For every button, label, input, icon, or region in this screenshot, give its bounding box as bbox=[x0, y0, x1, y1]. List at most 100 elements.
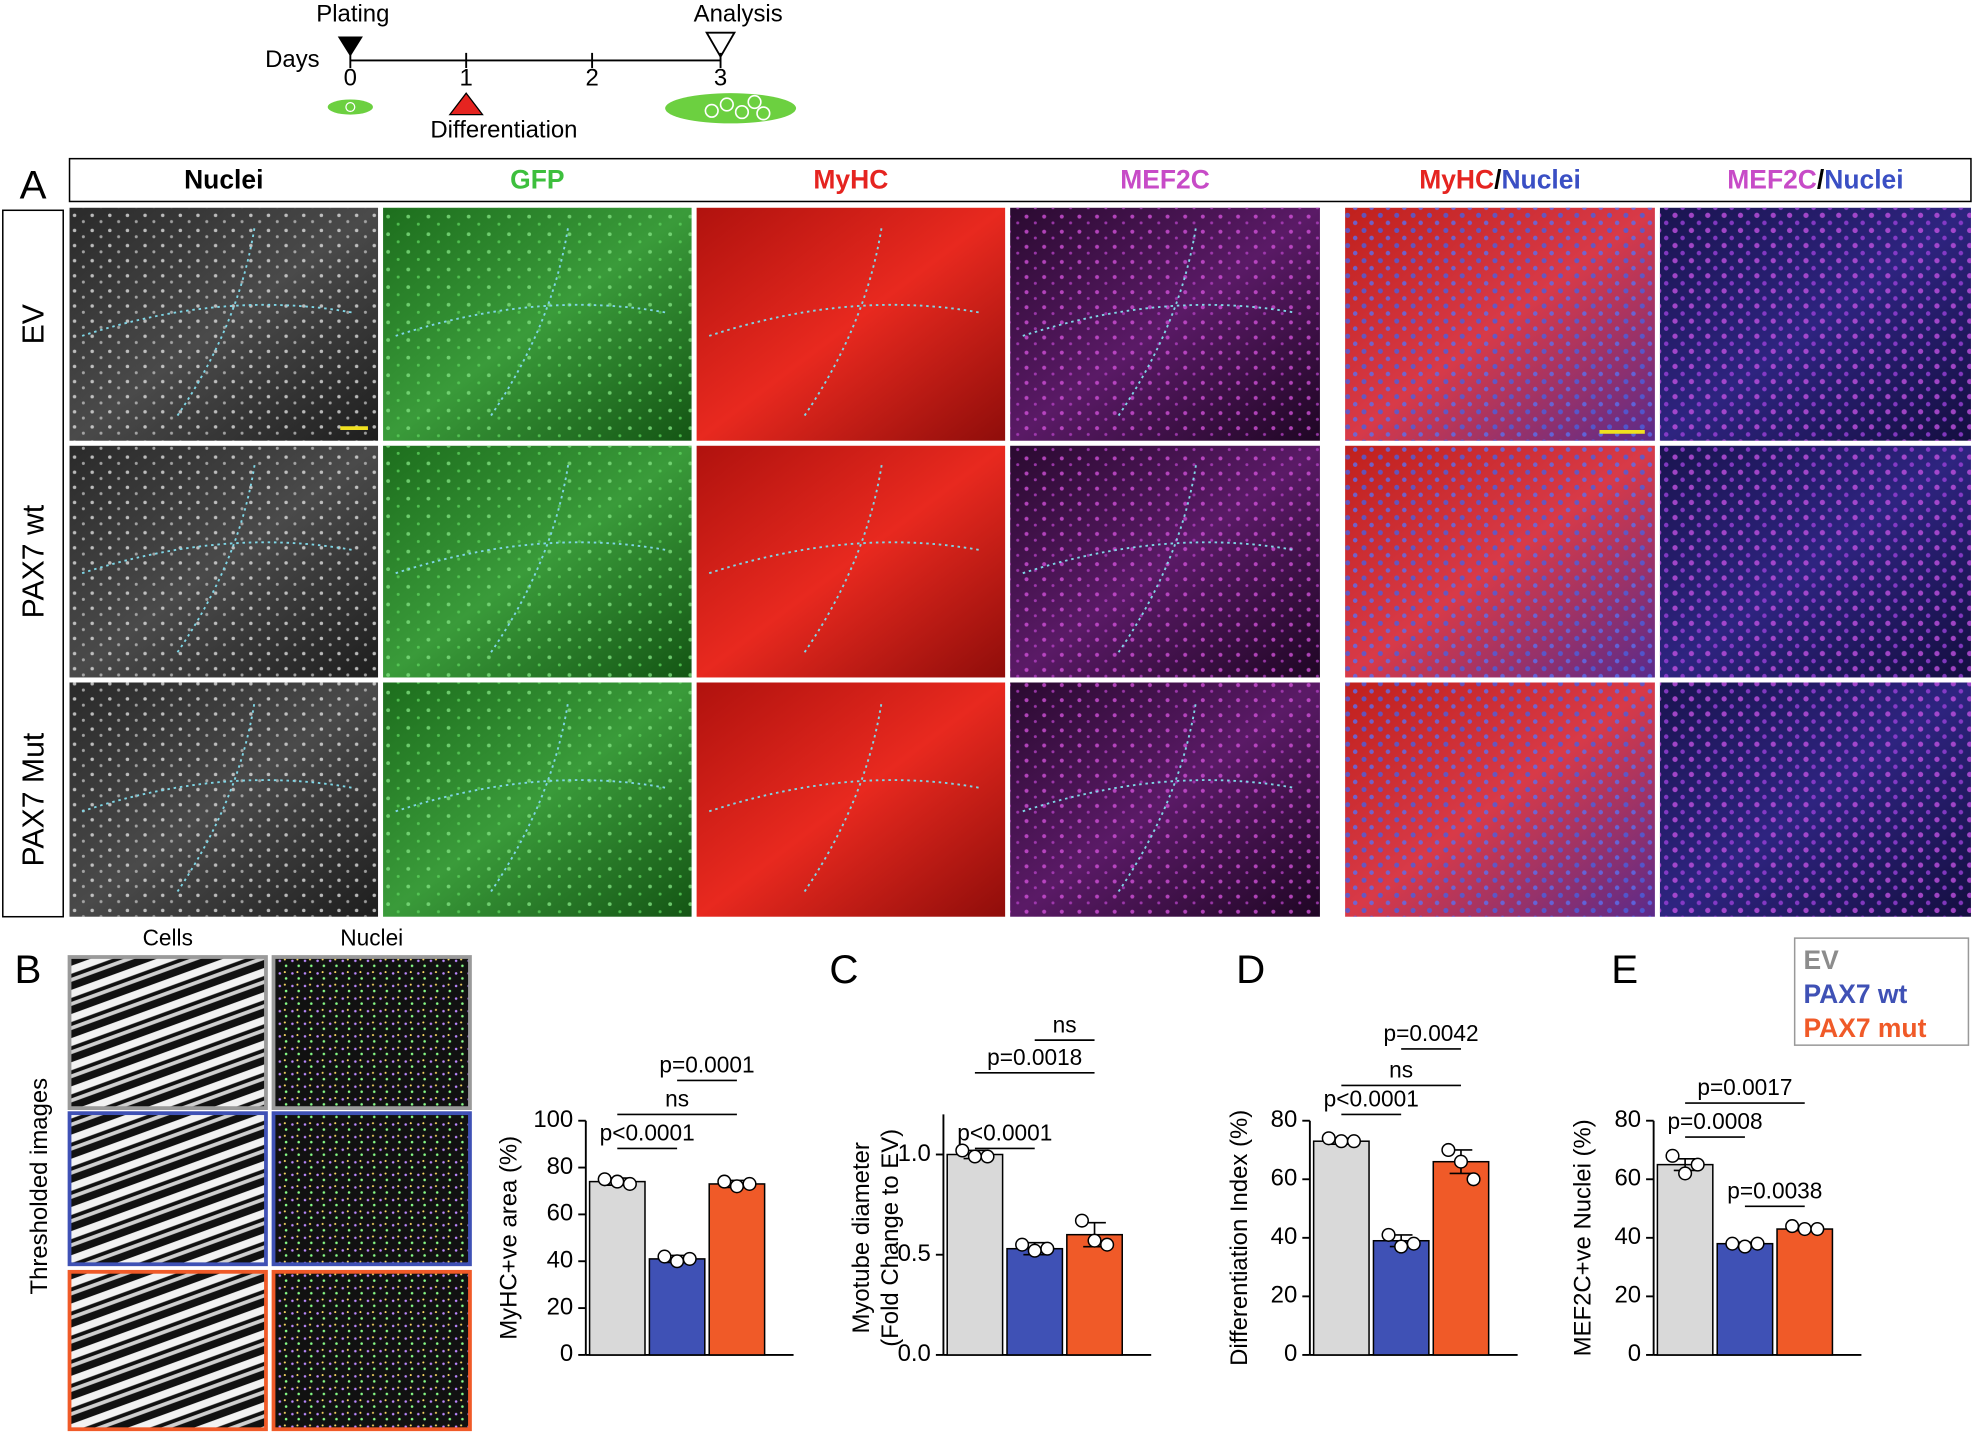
panel-letter: E bbox=[1611, 947, 1638, 992]
legend-entry: PAX7 mut bbox=[1803, 1013, 1926, 1043]
significance-label: ns bbox=[665, 1086, 689, 1112]
micrograph bbox=[696, 207, 1006, 441]
micrograph-texture bbox=[383, 207, 692, 441]
nuclei-label: Nuclei bbox=[340, 924, 403, 950]
data-point bbox=[1394, 1239, 1409, 1254]
data-point bbox=[717, 1174, 732, 1189]
data-point bbox=[742, 1176, 757, 1192]
column-header-part: Nuclei bbox=[1824, 164, 1903, 194]
y-axis-label: Myotube diameter bbox=[848, 1142, 875, 1333]
myotube-outline bbox=[81, 779, 354, 813]
column-header-part: MyHC bbox=[813, 164, 888, 194]
significance-label: p=0.0038 bbox=[1727, 1177, 1822, 1203]
y-tick-label: 100 bbox=[533, 1106, 573, 1133]
threshold-cells bbox=[67, 1269, 268, 1432]
column-header-part: Nuclei bbox=[1501, 164, 1580, 194]
micrograph-texture bbox=[1659, 682, 1971, 917]
cells-label: Cells bbox=[143, 924, 193, 950]
threshold-nuclei bbox=[271, 1111, 472, 1267]
data-point bbox=[1381, 1227, 1396, 1242]
timeline-tick-label: 2 bbox=[585, 65, 598, 92]
bar bbox=[1432, 1160, 1490, 1356]
threshold-cells bbox=[67, 955, 268, 1111]
data-point bbox=[1453, 1154, 1469, 1169]
bar bbox=[1312, 1140, 1370, 1356]
panel-letter: C bbox=[829, 947, 858, 992]
micrograph-texture bbox=[1345, 207, 1655, 441]
column-header-part: MEF2C bbox=[1120, 164, 1210, 194]
y-tick-label: 1.0 bbox=[898, 1140, 931, 1167]
data-point bbox=[1040, 1241, 1055, 1256]
micrograph-texture bbox=[1010, 445, 1320, 678]
data-point bbox=[610, 1174, 625, 1189]
column-header: MEF2C bbox=[1120, 164, 1210, 194]
legend-entry: EV bbox=[1803, 945, 1839, 975]
myotube-outline bbox=[490, 464, 570, 653]
y-tick-label: 80 bbox=[547, 1153, 574, 1180]
thresholded-label: Thresholded images bbox=[26, 1078, 53, 1295]
myotube-outline bbox=[81, 541, 354, 575]
y-tick-label: 0 bbox=[560, 1340, 573, 1367]
bar bbox=[946, 1153, 1004, 1356]
significance-label: p<0.0001 bbox=[957, 1120, 1052, 1146]
data-point bbox=[1087, 1233, 1102, 1248]
micrograph-texture bbox=[69, 207, 379, 441]
micrograph-texture bbox=[1010, 682, 1320, 917]
threshold-cells bbox=[67, 1111, 268, 1267]
myotube-nuclei bbox=[704, 94, 771, 121]
data-point bbox=[670, 1254, 685, 1269]
micrograph-texture bbox=[1659, 207, 1971, 441]
significance-label: p<0.0001 bbox=[1324, 1086, 1419, 1112]
micrograph-texture bbox=[1345, 445, 1655, 678]
myotube-outline bbox=[1117, 464, 1197, 653]
analysis-marker bbox=[705, 31, 737, 59]
y-tick-label: 20 bbox=[1271, 1282, 1298, 1309]
data-point bbox=[729, 1179, 744, 1194]
myotube-outline bbox=[708, 779, 981, 813]
column-header-part: / bbox=[1817, 164, 1825, 194]
y-tick-label: 40 bbox=[1271, 1223, 1298, 1250]
myotube-outline bbox=[81, 303, 354, 337]
micrograph-texture bbox=[383, 682, 692, 917]
significance-label: ns bbox=[1389, 1057, 1413, 1083]
data-point bbox=[1785, 1219, 1800, 1234]
myotube-outline bbox=[803, 464, 883, 653]
myotube-outline bbox=[1117, 226, 1197, 417]
micrograph-texture bbox=[69, 445, 379, 678]
micrograph-texture bbox=[1345, 682, 1655, 917]
myotube-outline bbox=[708, 303, 981, 337]
y-axis-label: MyHC+ve area (%) bbox=[496, 1136, 523, 1340]
myotube-outline bbox=[176, 701, 256, 893]
myotube-outline bbox=[395, 303, 667, 337]
timeline-tick-label: 0 bbox=[344, 65, 357, 92]
bar bbox=[648, 1258, 706, 1356]
y-tick-label: 0.5 bbox=[898, 1240, 931, 1267]
column-header-part: MyHC bbox=[1419, 164, 1494, 194]
column-header-part: MEF2C bbox=[1727, 164, 1817, 194]
myotube-icon bbox=[665, 93, 797, 124]
data-point bbox=[1346, 1134, 1361, 1149]
micrograph bbox=[696, 445, 1006, 678]
data-point bbox=[1737, 1239, 1752, 1254]
column-header: MEF2C/Nuclei bbox=[1727, 164, 1903, 194]
myotube-outline bbox=[708, 541, 981, 575]
bar bbox=[1372, 1239, 1430, 1356]
timeline-tick-label: 1 bbox=[460, 65, 473, 92]
micrograph-texture bbox=[69, 682, 379, 917]
column-header-box bbox=[68, 157, 1972, 203]
y-tick-label: 0.0 bbox=[898, 1340, 931, 1367]
differentiation-marker bbox=[448, 92, 484, 116]
y-tick-label: 40 bbox=[1614, 1223, 1641, 1250]
cell-nucleus bbox=[345, 101, 356, 113]
y-tick-label: 60 bbox=[1614, 1165, 1641, 1192]
significance-label: p=0.0017 bbox=[1697, 1074, 1792, 1100]
bar bbox=[1776, 1228, 1834, 1356]
data-point bbox=[1074, 1213, 1089, 1228]
y-tick-label: 20 bbox=[1614, 1282, 1641, 1309]
myotube-outline bbox=[490, 701, 570, 893]
y-tick-label: 0 bbox=[1628, 1340, 1641, 1367]
column-header: MyHC/Nuclei bbox=[1419, 164, 1581, 194]
column-header: GFP bbox=[510, 164, 564, 194]
significance-label: p=0.0042 bbox=[1383, 1020, 1478, 1046]
